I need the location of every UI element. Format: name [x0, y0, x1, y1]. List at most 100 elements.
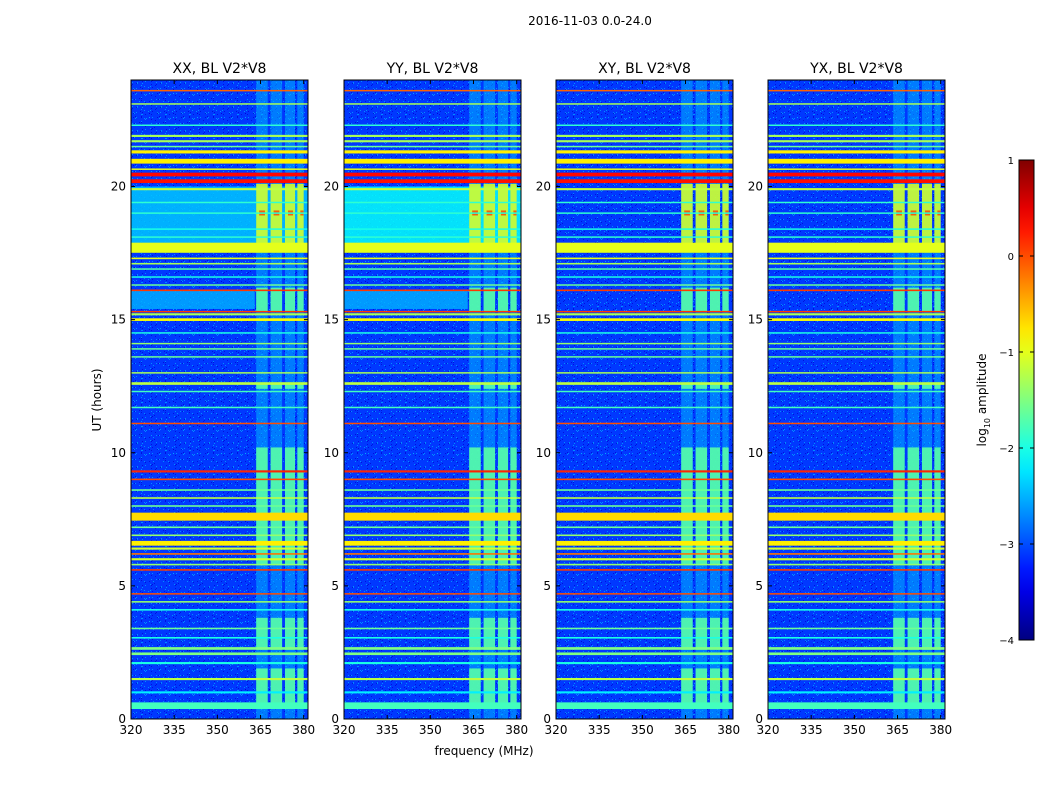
time-band — [344, 342, 521, 345]
time-band — [344, 289, 521, 292]
colorbar-tick-label: −2 — [999, 444, 1014, 455]
rfi-block — [709, 287, 721, 312]
time-band — [344, 547, 521, 550]
time-band — [344, 627, 521, 630]
rfi-block — [695, 183, 708, 248]
time-band — [768, 526, 945, 529]
time-band — [556, 677, 733, 681]
rfi-channel-stripe — [483, 80, 496, 719]
rfi-block — [256, 617, 268, 650]
y-tick-label: 10 — [324, 446, 339, 460]
panel-xx: XX, BL V2*V8 320 335 350 365 380 0 5 10 15 20 — [111, 61, 315, 737]
rfi-block — [921, 617, 933, 650]
time-band — [768, 372, 945, 374]
rfi-block — [510, 617, 517, 650]
y-tick-label: 10 — [536, 446, 551, 460]
rfi-block — [483, 668, 496, 706]
panel-yy: YY, BL V2*V8 320 335 350 365 380 0 5 10 15 20 — [324, 61, 528, 737]
x-tick-label: 380 — [717, 723, 740, 737]
panel-title: XY, BL V2*V8 — [598, 61, 691, 77]
time-band — [768, 505, 945, 507]
time-band — [556, 158, 733, 164]
time-band — [344, 201, 521, 204]
time-band — [131, 242, 308, 253]
time-band — [131, 140, 308, 143]
time-band — [768, 168, 945, 170]
time-band — [768, 647, 945, 650]
time-band — [344, 284, 521, 286]
time-band — [768, 534, 945, 537]
time-band — [768, 140, 945, 143]
time-band — [556, 103, 733, 105]
rfi-block — [695, 287, 708, 312]
time-band — [768, 228, 945, 230]
time-band — [556, 318, 733, 321]
time-band — [556, 124, 733, 127]
time-band — [344, 382, 521, 385]
time-band — [344, 702, 521, 710]
rfi-block — [297, 287, 304, 312]
rfi-block — [284, 287, 296, 312]
time-band — [344, 228, 521, 230]
rfi-block — [469, 617, 481, 650]
colorbar-tick-label: −3 — [999, 540, 1014, 551]
time-band — [768, 489, 945, 491]
time-band — [556, 563, 733, 566]
time-band — [768, 332, 945, 334]
colorbar-tick-label: 1 — [1008, 156, 1014, 167]
rfi-block — [907, 287, 920, 312]
time-band — [131, 103, 308, 105]
time-band — [768, 691, 945, 694]
rfi-block — [681, 383, 693, 389]
time-band — [344, 356, 521, 358]
x-tick-label: 380 — [929, 723, 952, 737]
time-band — [556, 150, 733, 154]
time-band — [768, 569, 945, 571]
rfi-block — [681, 183, 693, 248]
time-band — [131, 662, 308, 665]
time-band — [131, 540, 308, 546]
time-band — [556, 422, 733, 425]
rfi-block — [934, 383, 941, 389]
rfi-block — [256, 383, 268, 389]
rfi-block — [709, 668, 721, 706]
rfi-block — [722, 668, 729, 706]
rfi-block — [921, 668, 933, 706]
time-band — [344, 647, 521, 650]
time-band — [556, 342, 733, 345]
time-band — [556, 691, 733, 694]
rfi-block — [270, 617, 283, 650]
time-band — [556, 201, 733, 204]
time-band — [768, 276, 945, 278]
time-band — [556, 134, 733, 137]
time-band — [344, 593, 521, 595]
x-tick-label: 350 — [631, 723, 654, 737]
time-band — [556, 276, 733, 278]
rfi-channel-stripe — [921, 80, 933, 719]
time-band — [131, 601, 308, 603]
time-band — [131, 201, 308, 204]
time-band — [131, 150, 308, 154]
time-band — [768, 310, 945, 313]
rfi-channel-stripe — [695, 80, 708, 719]
rfi-block — [709, 617, 721, 650]
rfi-block — [695, 383, 708, 389]
time-band — [344, 609, 521, 611]
rfi-block — [921, 183, 933, 248]
time-band — [131, 534, 308, 537]
time-band — [344, 276, 521, 278]
time-band — [344, 103, 521, 105]
time-band — [768, 89, 945, 92]
rfi-block — [297, 617, 304, 650]
time-band — [556, 569, 733, 571]
time-band — [768, 103, 945, 105]
time-band — [556, 702, 733, 710]
rfi-block — [469, 287, 481, 312]
panel-frame — [555, 79, 734, 720]
time-band — [131, 318, 308, 321]
x-tick-label: 365 — [462, 723, 485, 737]
time-band — [131, 553, 308, 555]
time-band — [131, 262, 308, 265]
time-band — [556, 188, 733, 191]
rfi-block — [270, 287, 283, 312]
